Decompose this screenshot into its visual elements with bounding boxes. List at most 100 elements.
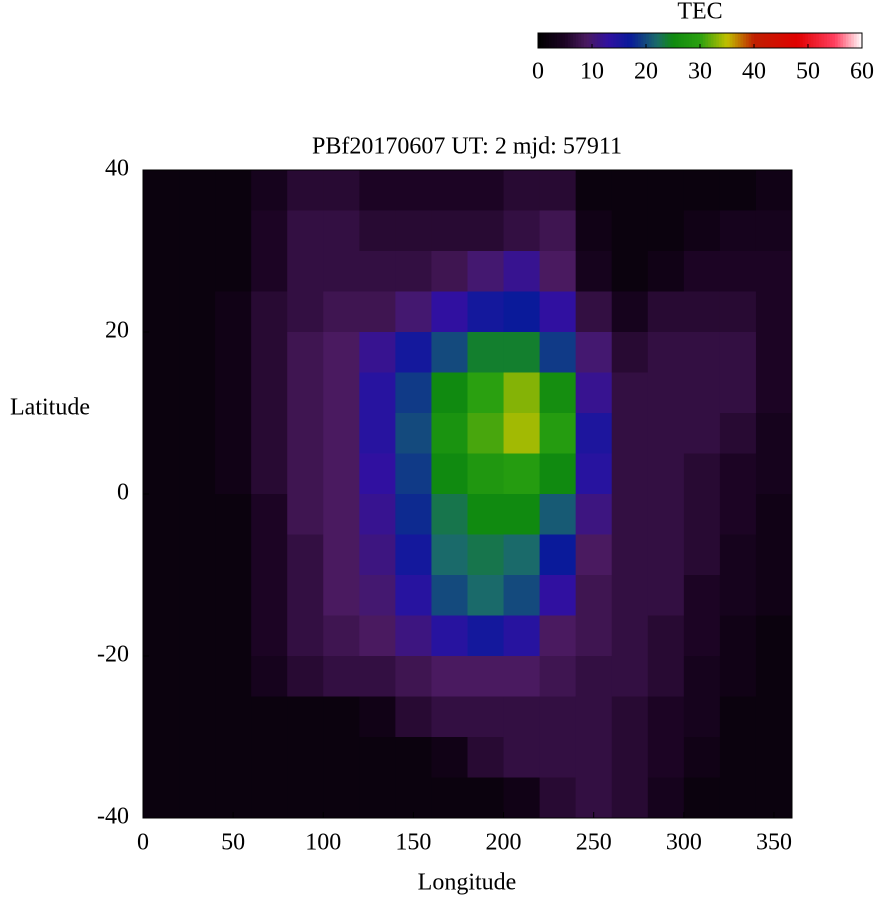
heatmap-cell [359,291,396,333]
heatmap-cell [719,494,757,535]
colorbar-segment [624,33,628,48]
y-axis-label: Latitude [10,395,90,421]
colorbar-label: TEC [677,0,722,25]
colorbar-segment [724,33,728,48]
heatmap-cell [323,332,360,373]
colorbar-segment [670,33,674,48]
heatmap-cell [539,615,577,657]
colorbar-segment [697,33,701,48]
heatmap-cell [683,494,721,535]
colorbar-segment [686,33,690,48]
heatmap-cell [719,777,757,819]
colorbar-tick-label: 20 [634,59,658,85]
heatmap-cell [575,372,613,414]
colorbar-segment [689,33,693,48]
y-tick-label: -40 [97,804,129,830]
x-tick-label: 200 [486,830,522,856]
colorbar-segment [808,33,812,48]
colorbar-segment [716,33,720,48]
heatmap-cell [503,453,541,495]
heatmap-cell [539,534,577,576]
heatmap-cell [179,737,216,778]
heatmap-cell [359,210,396,252]
heatmap-cell [251,210,288,252]
heatmap-cell [215,170,252,211]
heatmap-cell [287,210,324,252]
x-tick-label: 150 [395,830,431,856]
colorbar-segment [813,33,817,48]
heatmap-cell [431,291,468,333]
heatmap-cell [251,656,288,697]
colorbar-segment [619,33,623,48]
heatmap-cell [251,332,288,373]
colorbar-segment [538,33,542,48]
heatmap-cell [755,656,793,697]
heatmap-cell [755,170,793,211]
heatmap-cell [323,251,360,292]
heatmap-cell [755,494,793,535]
colorbar-segment [627,33,631,48]
colorbar-tick-label: 40 [742,59,766,85]
colorbar-segment [691,33,696,48]
colorbar-segment [597,33,601,48]
heatmap-cell [467,372,505,414]
heatmap-cell [287,291,324,333]
heatmap-cell [719,737,757,778]
heatmap-cell [683,413,721,454]
y-tick-label: -20 [97,642,129,668]
colorbar-segment [621,33,625,48]
colorbar-segment [632,33,636,48]
heatmap-cell [719,575,757,616]
heatmap-cell [467,615,505,657]
heatmap-cell [647,575,685,616]
heatmap-cell [395,615,432,657]
heatmap-cell [611,251,649,292]
heatmap-cell [647,696,685,738]
colorbar-tick-label: 10 [580,59,604,85]
heatmap-cell [719,291,757,333]
colorbar-segment [843,33,847,48]
heatmap-cell [575,494,613,535]
colorbar-segment [729,33,733,48]
colorbar-segment [829,33,833,48]
colorbar-segment [589,33,593,48]
colorbar-segment [648,33,652,48]
colorbar-segment [832,33,836,48]
heatmap-cell [719,413,757,454]
colorbar-segment [859,33,863,48]
colorbar-segment [845,33,849,48]
chart-title: PBf20170607 UT: 2 mjd: 57911 [312,134,622,160]
heatmap-cell [359,575,396,616]
heatmap-cell [467,170,505,211]
heatmap-cell [575,534,613,576]
heatmap-cell [395,210,432,252]
heatmap-cell [287,615,324,657]
heatmap-cell [755,534,793,576]
heatmap-cell [683,332,721,373]
colorbar-segment [713,33,717,48]
heatmap-cell [503,656,541,697]
heatmap-cell [251,777,288,819]
heatmap-cell [359,737,396,778]
heatmap-cell [575,615,613,657]
heatmap-cell [755,575,793,616]
colorbar-segment [708,33,712,48]
heatmap-cell [359,656,396,697]
x-tick-label: 0 [137,830,149,856]
colorbar-segment [654,33,658,48]
heatmap-cell [143,453,180,495]
heatmap-cell [251,453,288,495]
colorbar-segment [578,33,582,48]
colorbar-segment [848,33,852,48]
heatmap-cell [215,291,252,333]
heatmap-cell [503,210,541,252]
colorbar-segment [616,33,620,48]
colorbar-segment [570,33,574,48]
colorbar-tick-label: 60 [850,59,874,85]
colorbar-segment [559,33,563,48]
heatmap-cell [395,251,432,292]
heatmap-cell [179,291,216,333]
heatmap-cell [575,170,613,211]
heatmap-cell [755,615,793,657]
heatmap-cell [215,777,252,819]
